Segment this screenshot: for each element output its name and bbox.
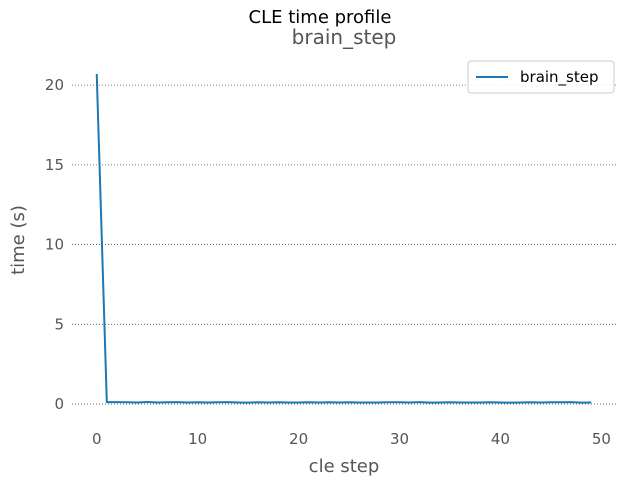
chart-title: brain_step: [291, 25, 397, 49]
y-tick-label: 15: [45, 156, 64, 174]
legend-box: [467, 60, 615, 94]
gridlines: [72, 84, 616, 405]
legend: brain_step: [467, 60, 615, 94]
figure-suptitle: CLE time profile: [248, 7, 392, 28]
y-tick-label: 20: [45, 76, 64, 94]
x-tick-label: 20: [289, 430, 308, 448]
x-tick-label: 50: [592, 430, 611, 448]
y-tick-label: 0: [54, 395, 64, 413]
x-tick-label: 10: [188, 430, 207, 448]
x-axis-label: cle step: [309, 456, 380, 477]
tick-labels: 0 5 10 15 20 0 10 20 30 40 50: [45, 76, 611, 448]
y-tick-label: 5: [54, 315, 64, 333]
x-tick-label: 0: [92, 430, 102, 448]
legend-label: brain_step: [520, 68, 599, 87]
y-tick-label: 10: [45, 236, 64, 254]
y-axis-label: time (s): [8, 205, 29, 275]
series-lines: [95, 73, 592, 404]
x-tick-label: 30: [390, 430, 409, 448]
series-line-brain_step: [95, 73, 592, 404]
x-tick-label: 40: [491, 430, 510, 448]
